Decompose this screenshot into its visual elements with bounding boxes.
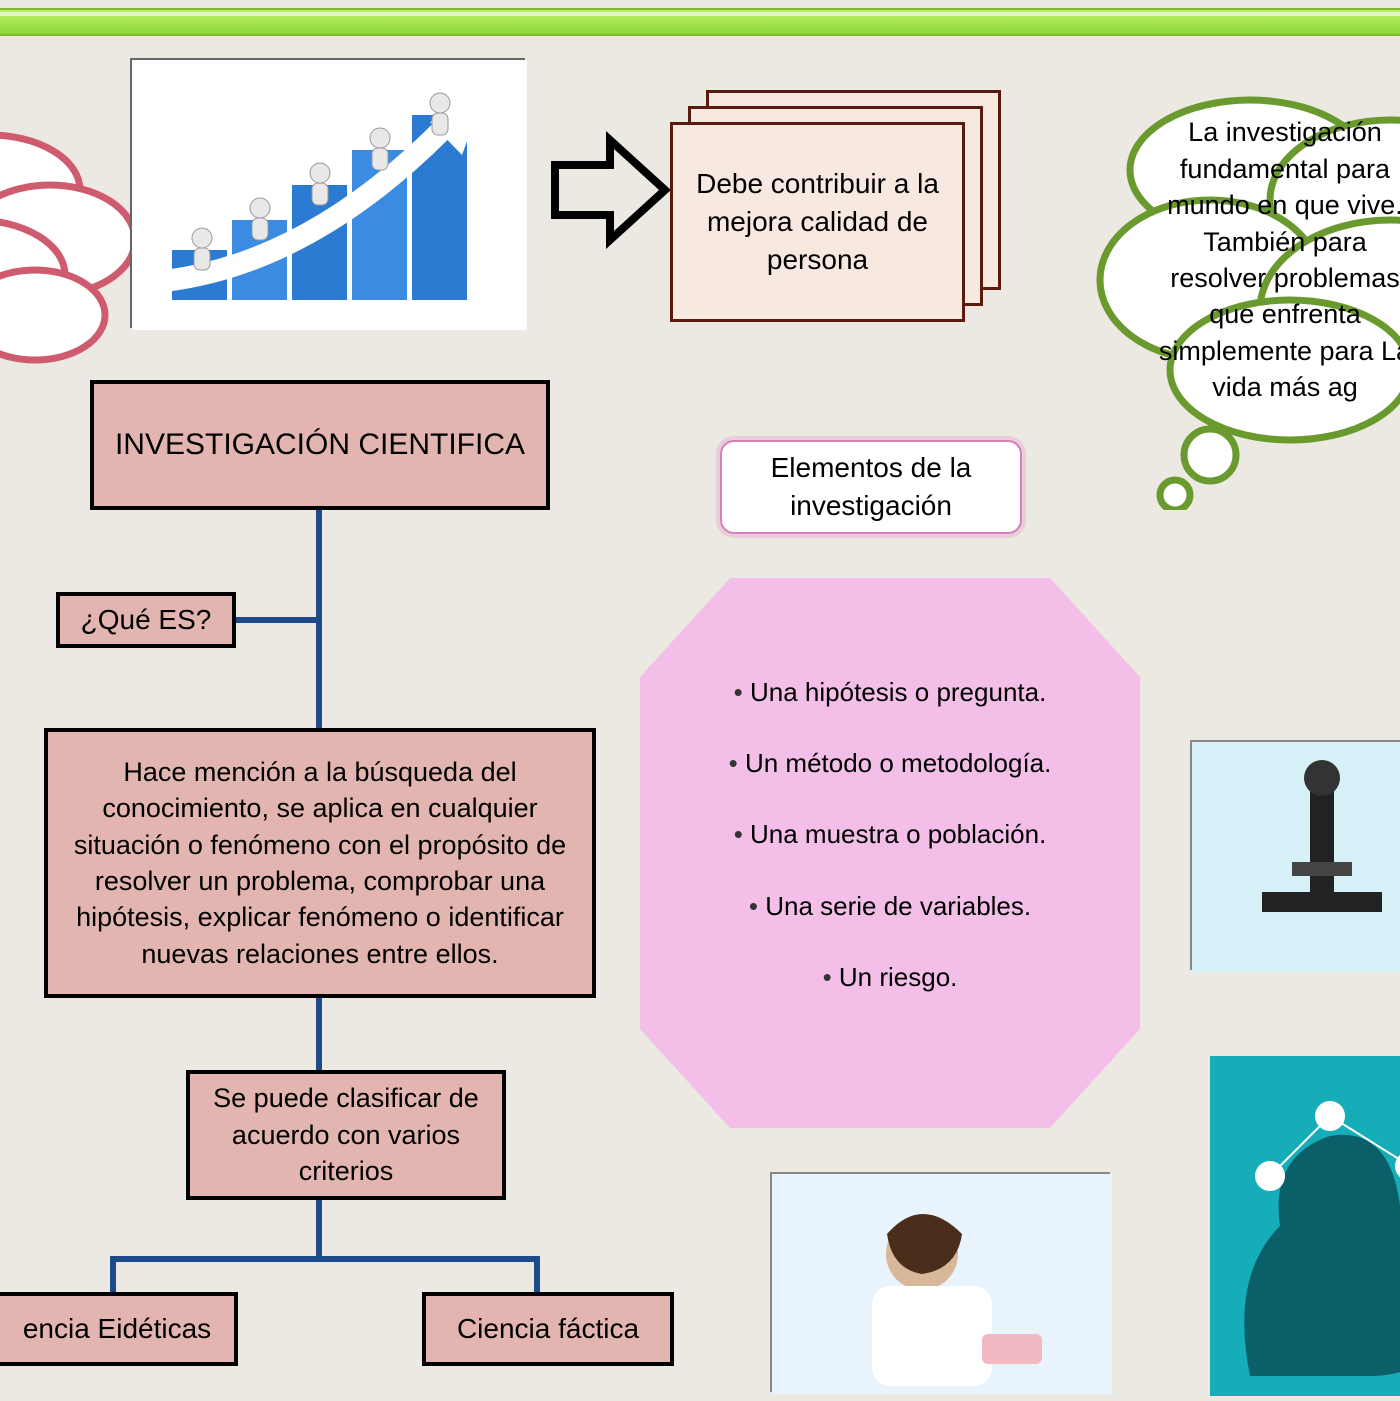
- flow-branch-right-text: Ciencia fáctica: [457, 1310, 639, 1348]
- flow-branch-right: Ciencia fáctica: [422, 1292, 674, 1366]
- top-bar: [0, 8, 1400, 36]
- flow-branch-left-text: encia Eidéticas: [23, 1310, 211, 1348]
- elements-item: Una muestra o población.: [729, 817, 1052, 852]
- cloud-green-text: La investigación fundamental para mundo …: [1135, 130, 1400, 390]
- flow-criteria: Se puede clasificar de acuerdo con vario…: [186, 1070, 506, 1200]
- connector-h-que: [236, 617, 316, 623]
- connector-v3: [316, 1200, 322, 1256]
- summary-card: Debe contribuir a la mejora calidad de p…: [670, 122, 965, 322]
- connector-v1: [316, 510, 322, 728]
- elements-item: Una serie de variables.: [729, 889, 1052, 924]
- connector-vr: [534, 1256, 540, 1292]
- arrow-icon: [550, 130, 670, 255]
- flow-definition: Hace mención a la búsqueda del conocimie…: [44, 728, 596, 998]
- connector-vl: [110, 1256, 116, 1292]
- image-growth-chart: [130, 58, 525, 328]
- connector-h-split: [110, 1256, 540, 1262]
- elements-title: Elementos de la investigación: [720, 440, 1022, 534]
- flow-title-text: INVESTIGACIÓN CIENTIFICA: [115, 425, 525, 466]
- elements-item: Un riesgo.: [729, 960, 1052, 995]
- flow-definition-text: Hace mención a la búsqueda del conocimie…: [68, 754, 572, 973]
- cloud-red: [0, 100, 140, 425]
- image-tech-network: [1210, 1056, 1400, 1396]
- cloud-text-span: La investigación fundamental para mundo …: [1155, 114, 1400, 406]
- connector-v2: [316, 998, 322, 1070]
- summary-card-text: Debe contribuir a la mejora calidad de p…: [693, 165, 942, 278]
- elements-body: Una hipótesis o pregunta. Un método o me…: [640, 578, 1140, 1128]
- flow-title: INVESTIGACIÓN CIENTIFICA: [90, 380, 550, 510]
- elements-title-text: Elementos de la investigación: [742, 449, 1000, 525]
- elements-item: Una hipótesis o pregunta.: [729, 675, 1052, 710]
- flow-branch-left: encia Eidéticas: [0, 1292, 238, 1366]
- flow-criteria-text: Se puede clasificar de acuerdo con vario…: [210, 1080, 482, 1189]
- flow-que-es-text: ¿Qué ES?: [81, 601, 212, 639]
- elements-list: Una hipótesis o pregunta. Un método o me…: [729, 675, 1052, 1030]
- elements-item: Un método o metodología.: [729, 746, 1052, 781]
- flow-que-es: ¿Qué ES?: [56, 592, 236, 648]
- image-microscope: [1190, 740, 1400, 970]
- image-researcher: [770, 1172, 1110, 1392]
